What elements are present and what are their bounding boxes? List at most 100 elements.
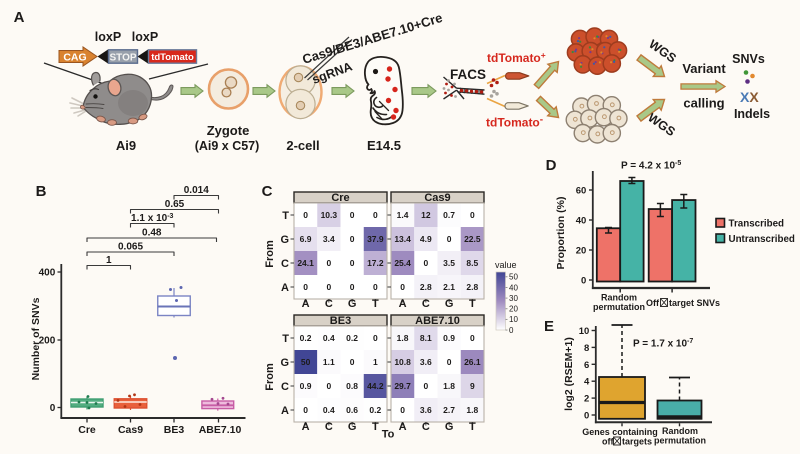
svg-text:0: 0 [303,282,308,292]
svg-text:20: 20 [576,246,587,257]
svg-text:CAG: CAG [63,52,86,64]
svg-text:4: 4 [584,377,590,388]
svg-text:0.2: 0.2 [300,333,312,343]
svg-text:50: 50 [509,273,518,282]
svg-text:0: 0 [400,282,405,292]
svg-text:target SNVs: target SNVs [669,298,720,308]
svg-text:0.065: 0.065 [118,242,143,253]
svg-text:E14.5: E14.5 [367,138,401,153]
svg-text:0: 0 [303,210,308,220]
svg-text:Genes containing: Genes containing [582,427,658,437]
svg-text:26.1: 26.1 [464,357,481,367]
svg-text:0: 0 [326,381,331,391]
svg-text:1.8: 1.8 [443,381,455,391]
svg-text:10.8: 10.8 [394,357,411,367]
svg-text:0.9: 0.9 [443,333,455,343]
svg-text:1: 1 [106,255,112,266]
svg-text:1.1: 1.1 [323,357,335,367]
svg-text:8.5: 8.5 [466,258,478,268]
svg-text:FACS: FACS [450,67,486,82]
svg-text:A: A [399,298,407,310]
svg-text:To: To [382,429,395,441]
svg-text:3.4: 3.4 [323,234,335,244]
svg-text:1.8: 1.8 [397,333,409,343]
svg-text:Random: Random [601,293,637,303]
svg-text:A: A [281,282,289,294]
svg-text:C: C [325,298,333,310]
svg-text:2.7: 2.7 [443,405,455,415]
svg-text:30: 30 [509,294,518,303]
svg-text:9: 9 [470,381,475,391]
svg-text:Transcribed: Transcribed [729,218,785,229]
svg-text:permutation: permutation [593,302,645,312]
svg-text:C: C [325,421,333,433]
svg-text:2.8: 2.8 [466,282,478,292]
svg-text:0: 0 [581,276,586,287]
svg-text:BE3: BE3 [330,315,351,327]
svg-text:13.4: 13.4 [394,234,411,244]
svg-text:T: T [372,421,379,433]
svg-text:off: off [602,437,614,447]
svg-text:12: 12 [421,210,431,220]
svg-text:SNVs: SNVs [732,52,765,66]
svg-text:0.48: 0.48 [142,228,162,239]
svg-text:A: A [281,405,289,417]
svg-text:0: 0 [423,381,428,391]
svg-text:24.1: 24.1 [297,258,314,268]
svg-text:0: 0 [447,357,452,367]
svg-text:value: value [495,260,517,270]
svg-text:T: T [282,210,289,222]
svg-text:G: G [348,421,357,433]
svg-text:E: E [544,318,554,335]
svg-text:0: 0 [350,258,355,268]
svg-text:A: A [302,421,310,433]
svg-text:0.8: 0.8 [346,381,358,391]
svg-text:D: D [546,157,557,174]
svg-text:0.4: 0.4 [323,333,335,343]
svg-text:4.9: 4.9 [420,234,432,244]
svg-text:Cre: Cre [78,424,96,436]
svg-text:G: G [445,421,454,433]
svg-text:0: 0 [373,333,378,343]
svg-text:1.4: 1.4 [397,210,409,220]
svg-text:T: T [469,421,476,433]
svg-text:permutation: permutation [654,436,706,446]
svg-text:T: T [469,298,476,310]
svg-text:P = 4.2 x 10-5: P = 4.2 x 10-5 [621,160,681,172]
svg-text:3.6: 3.6 [420,405,432,415]
svg-text:Random: Random [662,426,698,436]
svg-text:1: 1 [373,357,378,367]
svg-text:From: From [264,363,276,391]
svg-text:0: 0 [470,333,475,343]
svg-text:0: 0 [584,411,589,422]
svg-text:40: 40 [509,283,518,292]
svg-text:tdTomato+: tdTomato+ [487,50,546,65]
svg-text:0.9: 0.9 [300,381,312,391]
svg-text:G: G [280,357,289,369]
svg-text:loxP: loxP [132,30,158,44]
svg-text:37.9: 37.9 [367,234,384,244]
svg-text:0.65: 0.65 [165,199,185,210]
svg-text:A: A [302,298,310,310]
svg-text:2.8: 2.8 [420,282,432,292]
svg-text:calling: calling [683,96,724,111]
svg-text:0: 0 [350,282,355,292]
svg-text:Ai9: Ai9 [116,138,136,153]
svg-text:0: 0 [470,210,475,220]
svg-text:0: 0 [50,403,56,414]
svg-text:C: C [422,421,430,433]
svg-text:0.2: 0.2 [369,405,381,415]
svg-text:0: 0 [303,405,308,415]
svg-text:1.8: 1.8 [466,405,478,415]
svg-text:Zygote: Zygote [207,123,250,138]
svg-text:0: 0 [350,234,355,244]
svg-text:Untranscribed: Untranscribed [729,234,795,245]
svg-text:Cas9: Cas9 [424,192,450,204]
svg-text:0.7: 0.7 [443,210,455,220]
svg-text:G: G [348,298,357,310]
svg-text:0: 0 [326,258,331,268]
svg-text:400: 400 [39,268,56,279]
svg-text:targets: targets [622,437,652,447]
svg-text:10: 10 [579,326,590,337]
svg-text:C: C [262,183,273,200]
